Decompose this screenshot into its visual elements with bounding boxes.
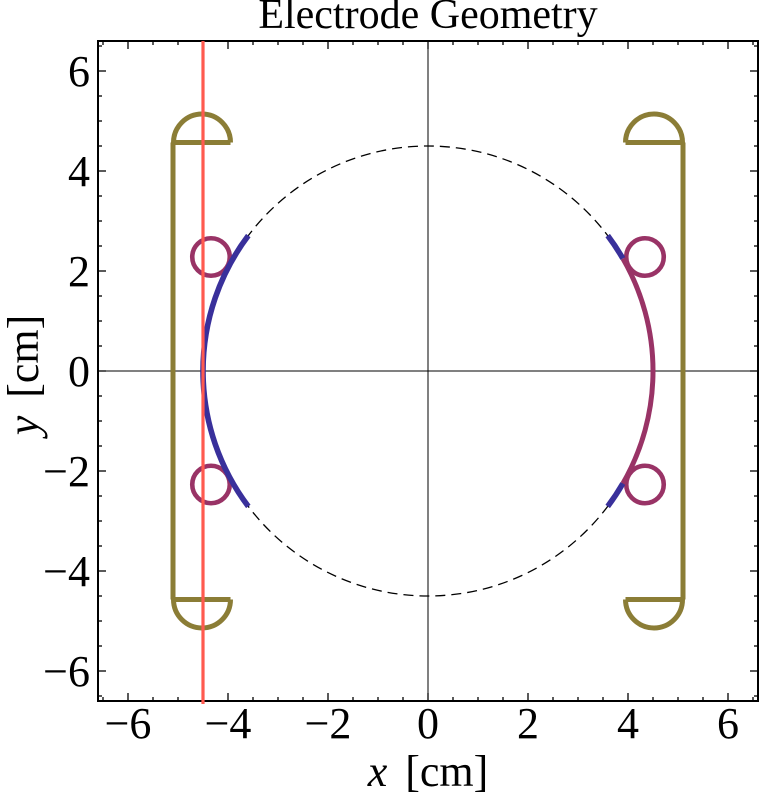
x-tick-label: 0 <box>417 699 439 748</box>
x-tick-label: 2 <box>517 699 539 748</box>
right-lower-blue-tip <box>605 482 626 509</box>
ring-marker <box>189 463 233 506</box>
y-tick-label: 2 <box>68 247 90 296</box>
x-tick-label: −4 <box>205 699 252 748</box>
y-tick-label: −4 <box>43 547 90 596</box>
y-tick-label: 0 <box>68 347 90 396</box>
y-tick-label: −6 <box>43 647 90 696</box>
x-tick-label: −6 <box>105 699 152 748</box>
y-tick-label: −2 <box>43 447 90 496</box>
ring-marker <box>189 235 233 279</box>
y-axis-unit: [cm] <box>0 314 48 398</box>
right-upper-blue-tip <box>605 233 626 260</box>
y-axis-label: y [cm] <box>0 275 48 475</box>
electrode-right-bottom-cap <box>623 599 685 631</box>
ring-marker <box>623 235 667 279</box>
y-tick-label: 4 <box>68 147 90 196</box>
x-tick-label: 6 <box>717 699 739 748</box>
electrode-right-top-cap <box>623 111 685 143</box>
plot-title: Electrode Geometry <box>258 0 598 38</box>
x-axis-unit: [cm] <box>405 747 489 796</box>
ring-marker <box>623 463 667 506</box>
y-axis-variable: y <box>0 415 48 436</box>
x-axis-label: x [cm] <box>98 750 758 794</box>
x-tick-label: 4 <box>617 699 639 748</box>
x-axis-variable: x <box>367 747 388 796</box>
right-purple-arc <box>620 257 656 485</box>
y-tick-label: 6 <box>68 47 90 96</box>
x-tick-label: −2 <box>305 699 352 748</box>
